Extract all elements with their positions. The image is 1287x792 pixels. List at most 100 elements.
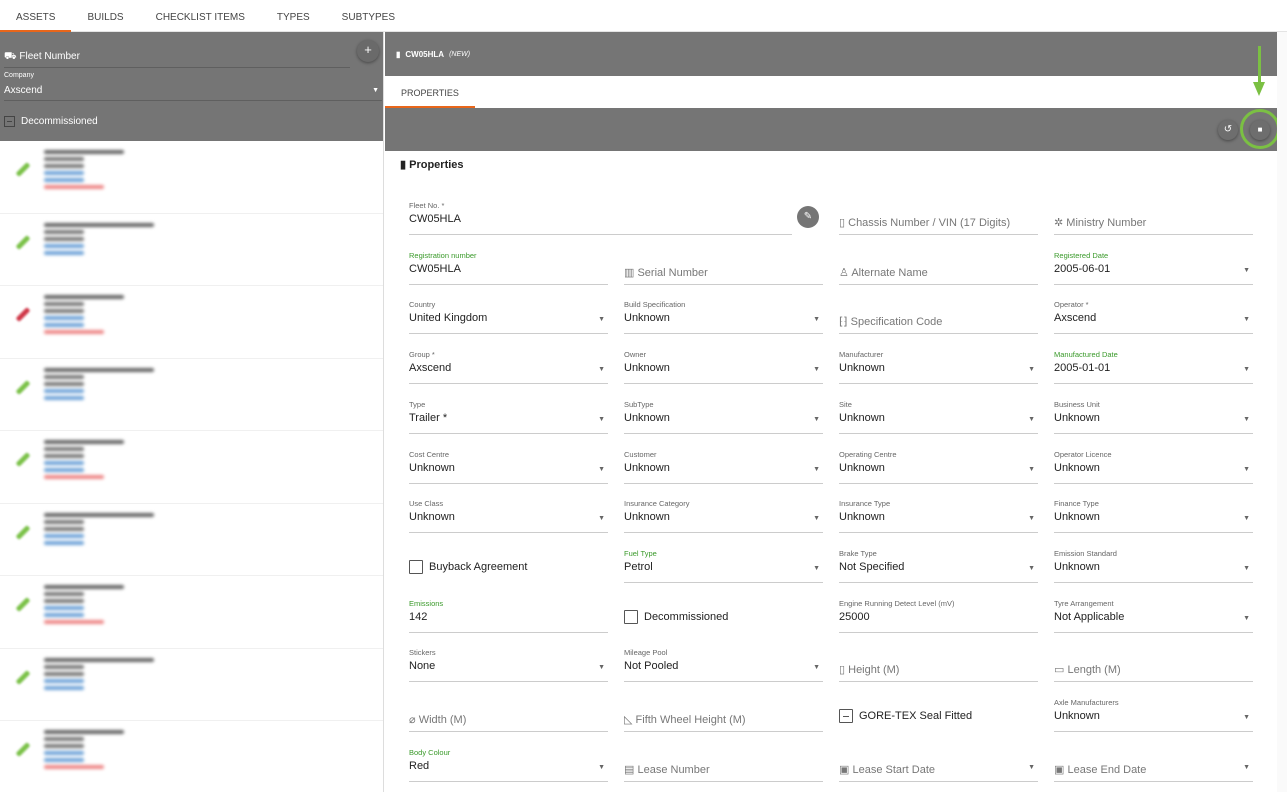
tab-checklist-items[interactable]: CHECKLIST ITEMS (155, 12, 245, 23)
field-label: Build Specification (624, 300, 686, 310)
field-placeholder: ▯ Chassis Number / VIN (17 Digits) (839, 216, 1010, 229)
fleet-number-input[interactable]: ⛟ Fleet Number (4, 51, 350, 68)
edit-pencil-icon[interactable] (15, 162, 31, 177)
lease-end-date-field[interactable]: ▣ Lease End Date ▼ (1054, 748, 1253, 782)
generate-fleet-number-button[interactable]: ✎ (797, 206, 819, 228)
use-class-select[interactable]: Use Class Unknown ▼ (409, 499, 608, 534)
list-item[interactable] (0, 576, 383, 649)
asset-title: CW05HLA (405, 49, 445, 59)
tab-properties[interactable]: PROPERTIES (385, 76, 475, 108)
edit-pencil-icon[interactable] (15, 234, 31, 250)
emissions-field[interactable]: Emissions 142 (409, 599, 608, 633)
field-label: Emission Standard (1054, 548, 1117, 558)
lease-start-date-field[interactable]: ▣ Lease Start Date ▼ (839, 748, 1038, 782)
axle-manufacturers-select[interactable]: Axle Manufacturers Unknown ▼ (1054, 698, 1253, 732)
list-item[interactable] (0, 504, 383, 576)
length-m-field[interactable]: ▭ Length (M) (1054, 648, 1253, 683)
country-select[interactable]: Country United Kingdom ▼ (409, 300, 608, 335)
fleet-no-field[interactable]: Fleet No. * CW05HLA (409, 201, 792, 235)
build-specification-select[interactable]: Build Specification Unknown ▼ (624, 300, 823, 335)
brake-type-select[interactable]: Brake Type Not Specified ▼ (839, 549, 1038, 583)
manufactured-date-select[interactable]: Manufactured Date 2005-01-01 ▼ (1054, 350, 1253, 385)
company-select[interactable]: Axscend ▼ (4, 85, 382, 101)
list-item[interactable] (0, 359, 383, 431)
list-item[interactable] (0, 721, 383, 792)
scrollbar[interactable] (1277, 32, 1287, 792)
field-value: Not Pooled (624, 660, 679, 673)
gore-tex-seal-fitted-checkbox[interactable]: GORE-TEX Seal Fitted (839, 698, 1038, 732)
undo-button[interactable]: ↺ (1218, 120, 1238, 140)
width-m-field[interactable]: ⌀ Width (M) (409, 698, 608, 732)
edit-pencil-icon[interactable] (15, 597, 31, 612)
insurance-category-select[interactable]: Insurance Category Unknown ▼ (624, 499, 823, 534)
emission-standard-select[interactable]: Emission Standard Unknown ▼ (1054, 549, 1253, 583)
add-asset-button[interactable]: + (357, 40, 379, 62)
height-m-field[interactable]: ▯ Height (M) (839, 648, 1038, 683)
decommissioned-checkbox[interactable]: Decommissioned (4, 116, 98, 127)
engine-running-detect-level-mv-field[interactable]: Engine Running Detect Level (mV) 25000 (839, 599, 1038, 633)
buyback-agreement-checkbox[interactable]: Buyback Agreement (409, 549, 608, 583)
edit-pencil-icon[interactable] (15, 452, 31, 467)
list-item[interactable] (0, 141, 383, 214)
group-select[interactable]: Group * Axscend ▼ (409, 350, 608, 385)
customer-select[interactable]: Customer Unknown ▼ (624, 450, 823, 484)
fifth-wheel-height-m-field[interactable]: ◺ Fifth Wheel Height (M) (624, 698, 823, 732)
body-colour-select[interactable]: Body Colour Red ▼ (409, 748, 608, 782)
business-unit-select[interactable]: Business Unit Unknown ▼ (1054, 400, 1253, 434)
dropdown-arrow-icon: ▼ (813, 366, 820, 374)
fuel-type-select[interactable]: Fuel Type Petrol ▼ (624, 549, 823, 583)
field-value: Axscend (409, 362, 452, 375)
edit-pencil-icon[interactable] (15, 669, 31, 685)
alternate-name-field[interactable]: ♙ Alternate Name (839, 251, 1038, 285)
edit-pencil-icon[interactable] (15, 742, 31, 757)
field-icon: ▤ (624, 763, 635, 776)
list-item[interactable] (0, 286, 383, 359)
dropdown-arrow-icon: ▼ (813, 415, 820, 423)
cost-centre-select[interactable]: Cost Centre Unknown ▼ (409, 450, 608, 484)
tab-types[interactable]: TYPES (276, 12, 310, 23)
field-value: 2005-06-01 (1054, 262, 1111, 275)
dropdown-arrow-icon: ▼ (1243, 266, 1250, 274)
chassis-number-vin-17-digits-field[interactable]: ▯ Chassis Number / VIN (17 Digits) (839, 201, 1038, 235)
dropdown-arrow-icon: ▼ (1243, 415, 1250, 423)
type-select[interactable]: Type Trailer * ▼ (409, 400, 608, 434)
edit-pencil-icon[interactable] (15, 379, 31, 395)
list-item[interactable] (0, 214, 383, 286)
finance-type-select[interactable]: Finance Type Unknown ▼ (1054, 499, 1253, 534)
dropdown-arrow-icon: ▼ (1243, 465, 1250, 473)
field-placeholder: ▥ Serial Number (624, 266, 708, 279)
specification-code-field[interactable]: ⁅⁆ Specification Code (839, 300, 1038, 335)
tab-subtypes[interactable]: SUBTYPES (341, 12, 396, 23)
owner-select[interactable]: Owner Unknown ▼ (624, 350, 823, 385)
site-select[interactable]: Site Unknown ▼ (839, 400, 1038, 434)
edit-pencil-icon[interactable] (15, 524, 31, 540)
dropdown-arrow-icon: ▼ (1243, 614, 1250, 622)
field-value: Unknown (839, 511, 885, 524)
ministry-number-field[interactable]: ✲ Ministry Number (1054, 201, 1253, 235)
serial-number-field[interactable]: ▥ Serial Number (624, 251, 823, 285)
field-placeholder: ▣ Lease Start Date (839, 763, 935, 776)
lease-number-field[interactable]: ▤ Lease Number (624, 748, 823, 782)
mileage-pool-select[interactable]: Mileage Pool Not Pooled ▼ (624, 648, 823, 683)
list-item[interactable] (0, 431, 383, 504)
field-value: Petrol (624, 560, 653, 573)
operator-select[interactable]: Operator * Axscend ▼ (1054, 300, 1253, 335)
asset-icon: ▮ (396, 49, 401, 59)
insurance-type-select[interactable]: Insurance Type Unknown ▼ (839, 499, 1038, 534)
subtype-select[interactable]: SubType Unknown ▼ (624, 400, 823, 434)
operator-licence-select[interactable]: Operator Licence Unknown ▼ (1054, 450, 1253, 484)
field-value: Unknown (624, 461, 670, 474)
dropdown-arrow-icon: ▼ (1243, 515, 1250, 523)
tab-builds[interactable]: BUILDS (87, 12, 124, 23)
list-item[interactable] (0, 649, 383, 721)
registration-number-field[interactable]: Registration number CW05HLA (409, 251, 608, 285)
stickers-select[interactable]: Stickers None ▼ (409, 648, 608, 683)
tab-assets[interactable]: ASSETS (0, 0, 72, 32)
manufacturer-select[interactable]: Manufacturer Unknown ▼ (839, 350, 1038, 385)
registered-date-select[interactable]: Registered Date 2005-06-01 ▼ (1054, 251, 1253, 285)
decommissioned-checkbox[interactable]: Decommissioned (624, 599, 823, 633)
dropdown-arrow-icon: ▼ (598, 366, 605, 374)
operating-centre-select[interactable]: Operating Centre Unknown ▼ (839, 450, 1038, 484)
tyre-arrangement-select[interactable]: Tyre Arrangement Not Applicable ▼ (1054, 599, 1253, 633)
edit-pencil-icon[interactable] (15, 307, 31, 322)
